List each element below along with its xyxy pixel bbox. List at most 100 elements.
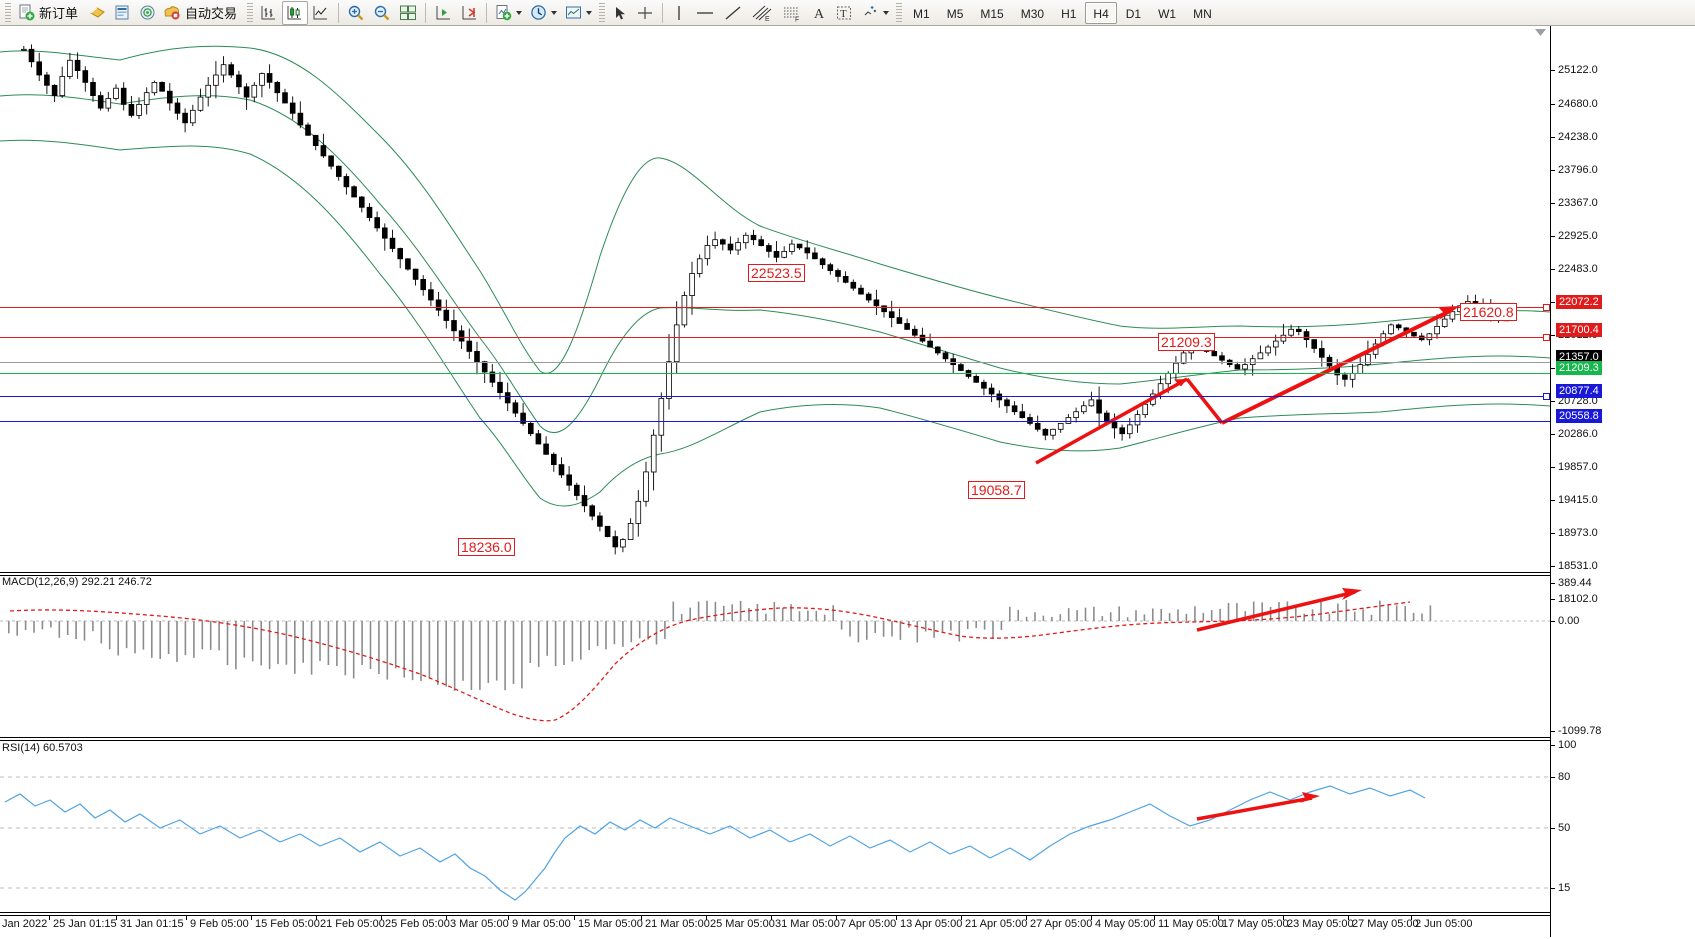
zoom-out-button[interactable]	[369, 1, 395, 25]
fibonacci-icon: F	[784, 7, 799, 22]
vertical-line-icon	[678, 5, 680, 20]
time-axis-label: 15 Feb 05:00	[255, 918, 320, 930]
support-line-20877-handle[interactable]	[1543, 393, 1550, 400]
time-axis[interactable]: Jan 2022 25 Jan 01:15 31 Jan 01:15 9 Feb 05…	[0, 916, 1550, 936]
time-axis-label: 17 May 05:00	[1222, 918, 1289, 930]
auto-trading-button[interactable]: 自动交易	[160, 1, 244, 25]
macd-title: MACD(12,26,9) 292.21 246.72	[2, 576, 152, 588]
time-tick	[1154, 916, 1155, 920]
equidistant-channel-button[interactable]: E	[747, 1, 777, 25]
support-1-badge: 20877.4	[1556, 384, 1602, 398]
templates-button[interactable]	[561, 1, 596, 25]
time-tick	[251, 916, 252, 920]
timeframe-button-m15[interactable]: M15	[980, 6, 1004, 21]
toolbar-separator-3	[486, 2, 488, 23]
bar-chart-button[interactable]	[256, 1, 282, 25]
zoom-in-button[interactable]	[343, 1, 369, 25]
annotation-swing-high-22523[interactable]: 22523.5	[748, 264, 805, 282]
crosshair-button[interactable]	[632, 1, 658, 25]
time-axis-label: 21 Feb 05:00	[320, 918, 385, 930]
support-line-20877[interactable]	[0, 396, 1550, 397]
tick-mark	[1551, 731, 1555, 732]
new-order-button[interactable]: 新订单	[14, 1, 85, 25]
candlestick-chart-button[interactable]	[282, 0, 309, 25]
annotation-swing-high-21209[interactable]: 21209.3	[1158, 333, 1215, 351]
macd-uptrend-arrow	[1196, 588, 1362, 632]
resistance-line-22072-handle[interactable]	[1543, 304, 1550, 311]
toolbar-grip[interactable]	[5, 2, 11, 23]
time-axis-label: 25 Feb 05:00	[385, 918, 450, 930]
timeframe-button-m5[interactable]: M5	[946, 6, 964, 21]
chart-scroll-indicator[interactable]	[1535, 24, 1546, 36]
period-button[interactable]	[526, 1, 561, 25]
fibonacci-button[interactable]: F	[777, 1, 807, 25]
rsi-pane-top-border	[0, 737, 1550, 738]
macd-pane[interactable]: MACD(12,26,9) 292.21 246.72	[0, 576, 1550, 736]
indicators-button[interactable]	[491, 1, 526, 25]
timeframe-button-m30[interactable]: M30	[1020, 6, 1045, 21]
rsi-pane[interactable]: RSI(14) 60.5703	[0, 742, 1550, 937]
toolbar-grip-2[interactable]	[247, 2, 254, 23]
support-line-20558[interactable]	[0, 421, 1550, 422]
candlestick-chart-icon	[287, 5, 302, 19]
price-tick-label: 19857.0	[1558, 461, 1598, 473]
objects-dropdown-caret[interactable]	[883, 10, 890, 15]
timeframe-button-mn[interactable]: MN	[1193, 6, 1212, 21]
time-axis-label: 9 Feb 05:00	[190, 918, 249, 930]
annotation-target-21620[interactable]: 21620.8	[1460, 303, 1517, 321]
annotation-swing-low-19058[interactable]: 19058.7	[968, 481, 1025, 499]
timeframe-button-w1[interactable]: W1	[1158, 6, 1177, 21]
signals-button[interactable]	[135, 1, 160, 25]
line-chart-button[interactable]	[308, 1, 334, 25]
time-tick	[706, 916, 707, 920]
time-tick	[508, 916, 509, 920]
toolbar-grip-4[interactable]	[896, 2, 903, 23]
timeframe-button-h4[interactable]: H4	[1085, 1, 1117, 24]
time-axis-label: 9 Mar 05:00	[512, 918, 571, 930]
tick-mark	[1551, 599, 1555, 600]
indicators-dropdown-caret[interactable]	[516, 10, 523, 15]
expert-advisor-button[interactable]	[85, 1, 110, 25]
price-pane[interactable]	[0, 26, 1550, 572]
horizontal-line-button[interactable]	[691, 1, 719, 25]
macd-chart-svg	[0, 588, 1550, 722]
tick-mark	[1551, 434, 1555, 435]
tile-windows-button[interactable]	[395, 1, 421, 25]
text-button[interactable]: A	[807, 1, 831, 25]
autoscroll-button[interactable]	[456, 1, 482, 25]
resistance-line-21700[interactable]	[0, 337, 1550, 338]
trendline-button[interactable]	[719, 1, 747, 25]
toolbar-separator-1	[338, 2, 340, 23]
data-window-button[interactable]	[110, 1, 135, 25]
time-tick	[961, 916, 962, 920]
objects-button[interactable]	[857, 1, 893, 25]
templates-dropdown-caret[interactable]	[586, 10, 593, 15]
timeframe-button-m1[interactable]: M1	[913, 6, 930, 21]
time-tick	[771, 916, 772, 920]
zoom-out-icon	[374, 5, 390, 20]
annotation-swing-low-18236[interactable]: 18236.0	[458, 538, 515, 556]
cursor-button[interactable]	[608, 1, 632, 25]
time-tick	[186, 916, 187, 920]
toolbar-grip-3[interactable]	[599, 2, 606, 23]
timeframe-button-d1[interactable]: D1	[1125, 6, 1142, 21]
macd-tick-label: -1099.78	[1558, 725, 1602, 737]
equidistant-channel-icon: E	[752, 5, 772, 22]
price-scale[interactable]: 25122.0 24680.0 24238.0 23796.0 23367.0 22925…	[1551, 26, 1695, 605]
chart-canvas[interactable]: HK50-,H4 21481.0 21612.2 21247.0 21357.0…	[0, 26, 1695, 939]
price-tick-label: 23367.0	[1558, 197, 1598, 209]
tick-mark	[1551, 583, 1555, 584]
timeframe-button-h1[interactable]: H1	[1061, 6, 1077, 21]
text-label-button[interactable]: T	[831, 1, 857, 25]
tick-mark	[1551, 70, 1555, 71]
vertical-line-button[interactable]	[667, 1, 691, 25]
resistance-line-22072[interactable]	[0, 307, 1550, 308]
time-tick	[1026, 916, 1027, 920]
shift-chart-button[interactable]	[430, 1, 456, 25]
bid-level-line[interactable]	[0, 373, 1550, 374]
tick-mark	[1551, 368, 1555, 369]
ask-level-line[interactable]	[0, 362, 1550, 363]
period-dropdown-caret[interactable]	[551, 10, 558, 15]
resistance-line-21700-handle[interactable]	[1543, 334, 1550, 341]
macd-pane-top-border-2	[0, 575, 1550, 576]
